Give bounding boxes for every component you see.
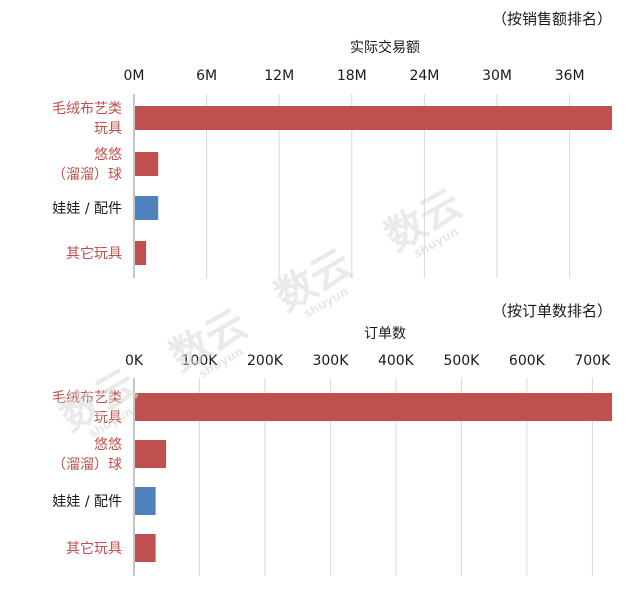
category-label: 其它玩具 — [66, 540, 122, 557]
bar-3 — [135, 487, 156, 515]
ranking-note: （按订单数排名） — [492, 302, 612, 320]
bar-1 — [135, 393, 612, 421]
tick-label: 700K — [574, 353, 611, 369]
tick-label: 200K — [247, 353, 284, 369]
tick-label: 300K — [312, 353, 349, 369]
bar-2 — [135, 152, 159, 176]
tick-label: 0K — [125, 353, 144, 369]
bar-3 — [135, 196, 159, 220]
category-label: （溜溜）球 — [52, 457, 122, 473]
category-label: （溜溜）球 — [52, 167, 122, 183]
category-label: 毛绒布艺类 — [52, 101, 122, 117]
category-label: 玩具 — [94, 410, 122, 426]
bar-2 — [135, 440, 167, 468]
category-label: 娃娃 / 配件 — [52, 201, 122, 217]
category-label: 娃娃 / 配件 — [52, 494, 122, 510]
x-axis-title: 订单数 — [364, 326, 406, 342]
bar-4 — [135, 534, 156, 562]
tick-label: 600K — [509, 353, 546, 369]
category-label: 其它玩具 — [66, 245, 122, 262]
category-label: 玩具 — [94, 121, 122, 137]
tick-label: 500K — [443, 353, 480, 369]
tick-label: 12M — [264, 68, 294, 84]
tick-label: 100K — [182, 353, 219, 369]
chart-panel-1: （按销售额排名） 实际交易额 0M 6M 12M 18M 24M 30M 36M 毛绒布艺类玩具悠… — [52, 10, 612, 278]
tick-label: 30M — [482, 68, 512, 84]
tick-label: 6M — [196, 68, 217, 84]
tick-label: 18M — [337, 68, 367, 84]
bar-1 — [135, 106, 612, 130]
bar-4 — [135, 241, 147, 265]
category-label: 悠悠 — [94, 147, 122, 163]
x-axis-title: 实际交易额 — [350, 39, 420, 56]
ranking-note: （按销售额排名） — [492, 10, 612, 28]
category-label: 毛绒布艺类 — [52, 390, 122, 406]
tick-label: 400K — [378, 353, 415, 369]
category-label: 悠悠 — [94, 437, 122, 453]
tick-label: 36M — [555, 68, 585, 84]
chart-panel-2: （按订单数排名） 订单数 0K 100K 200K 300K 400K 500K 600K 700… — [52, 302, 612, 576]
tick-label: 24M — [409, 68, 439, 84]
tick-label: 0M — [124, 68, 145, 84]
